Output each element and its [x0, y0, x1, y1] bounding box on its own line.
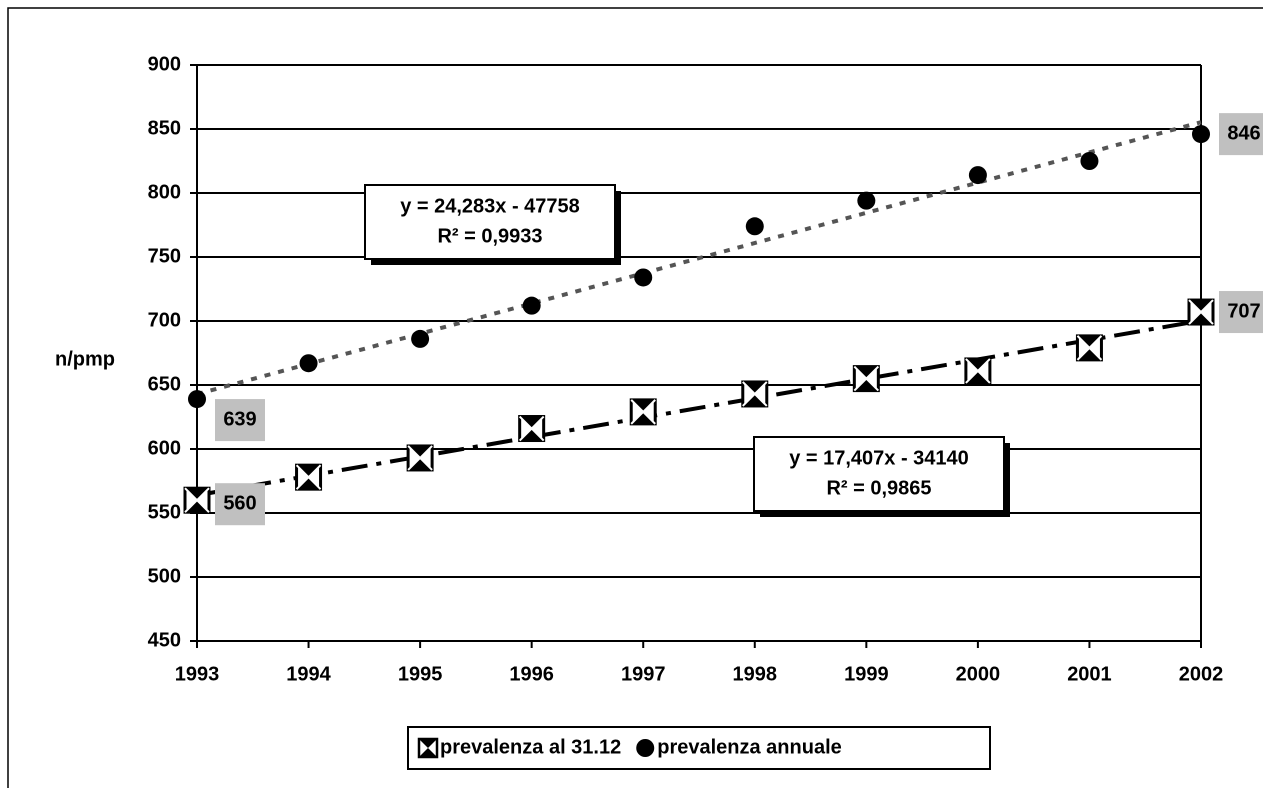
trendline: [196, 318, 1202, 498]
x-tick-label: 2002: [1179, 663, 1224, 685]
point-x: [965, 358, 991, 384]
annotation-box: [753, 436, 1005, 512]
data-label: 707: [1227, 300, 1260, 322]
point-x: [1188, 299, 1214, 325]
data-label-box: [1219, 113, 1263, 156]
data-label: 846: [1227, 122, 1260, 144]
annotation-r2: R² = 0,9933: [437, 225, 542, 247]
point-x: [518, 415, 545, 442]
point: [522, 296, 541, 315]
y-tick-label: 500: [148, 565, 181, 587]
point: [411, 329, 430, 348]
data-label-box: [215, 399, 265, 442]
point: [634, 268, 653, 287]
x-tick-label: 1998: [733, 663, 778, 685]
x-tick-label: 2000: [956, 663, 1001, 685]
x-tick-label: 2001: [1067, 663, 1112, 685]
y-tick-label: 750: [148, 245, 181, 267]
y-tick-label: 850: [148, 117, 181, 139]
point-x: [184, 487, 210, 513]
point: [741, 380, 769, 408]
point-x: [295, 464, 322, 490]
data-label-box: [215, 483, 265, 526]
annotation-box: [364, 184, 616, 260]
y-tick-label: 650: [148, 373, 181, 395]
y-tick-label: 700: [148, 309, 181, 331]
x-tick-label: 1995: [398, 663, 443, 685]
legend-label: prevalenza al 31.12: [440, 736, 621, 758]
y-axis-label: n/pmp: [55, 348, 115, 370]
data-label: 639: [223, 408, 256, 430]
point: [183, 486, 211, 514]
x-tick-label: 1997: [621, 663, 666, 685]
annotation-r2: R² = 0,9865: [826, 477, 931, 499]
y-tick-label: 600: [148, 437, 181, 459]
legend-marker-hourglass: [419, 739, 437, 757]
annotation-equation: y = 24,283x - 47758: [400, 195, 580, 217]
point: [629, 398, 657, 426]
point-x: [742, 381, 768, 407]
point: [857, 191, 876, 210]
x-tick-label: 1999: [844, 663, 889, 685]
point-x: [853, 365, 880, 392]
y-tick-label: 800: [148, 181, 181, 203]
legend-box: [407, 726, 991, 770]
point: [745, 217, 764, 236]
x-tick-label: 1996: [509, 663, 554, 685]
y-tick-label: 450: [148, 629, 181, 651]
data-label: 560: [223, 492, 256, 514]
annotation-equation: y = 17,407x - 34140: [789, 447, 969, 469]
point: [1187, 298, 1215, 326]
point: [518, 415, 546, 443]
point-x: [630, 399, 656, 425]
legend-marker: [636, 739, 655, 757]
point: [299, 354, 318, 373]
y-tick-label: 550: [148, 501, 181, 523]
x-tick-label: 1994: [286, 663, 331, 685]
point: [852, 365, 880, 393]
data-label-box: [1219, 291, 1263, 334]
chart-border: [7, 7, 1263, 788]
trendline: [196, 120, 1202, 397]
point: [968, 166, 987, 185]
point: [1080, 152, 1099, 170]
point-x: [1076, 335, 1103, 361]
point: [188, 390, 206, 409]
point: [1192, 125, 1210, 144]
point-x: [407, 445, 433, 471]
point: [964, 357, 992, 385]
point: [295, 463, 323, 491]
y-tick-label: 900: [148, 53, 181, 75]
legend-label: prevalenza annuale: [657, 736, 842, 758]
x-tick-label: 1993: [175, 663, 220, 685]
point: [406, 444, 434, 472]
point: [1075, 334, 1103, 362]
